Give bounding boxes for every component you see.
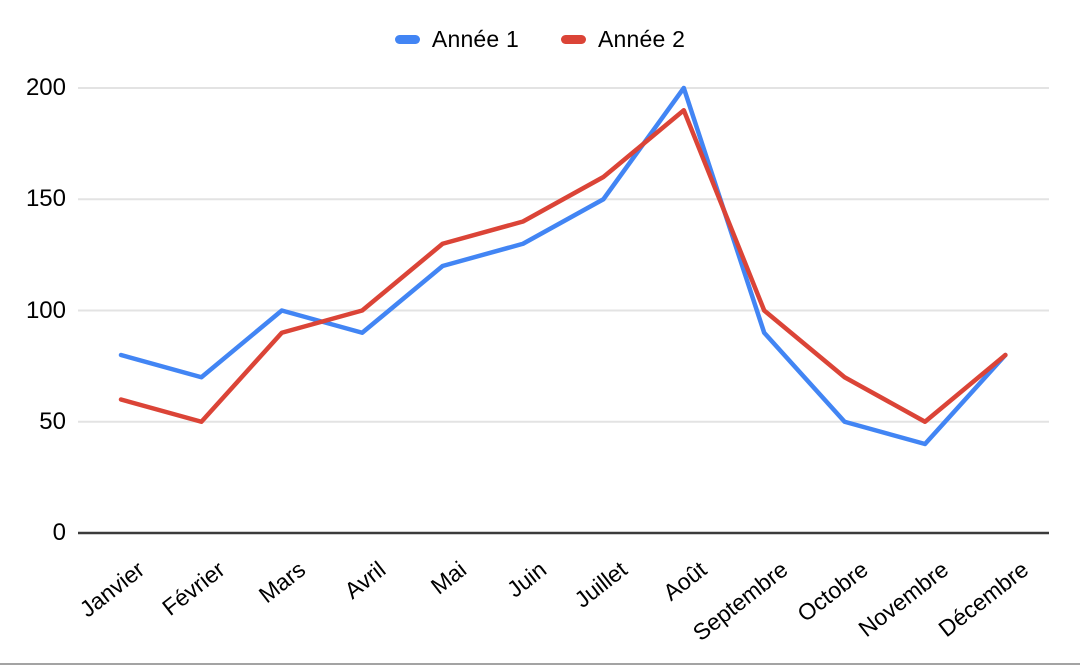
legend-swatch-icon bbox=[561, 35, 586, 44]
legend-item-annee-2: Année 2 bbox=[561, 26, 685, 53]
legend-label-annee-2: Année 2 bbox=[598, 26, 686, 52]
legend-swatch-icon bbox=[394, 35, 420, 44]
chart-legend: Année 1 Année 2 bbox=[0, 26, 1080, 53]
y-axis-tick-label: 50 bbox=[39, 407, 66, 435]
series-line-1 bbox=[118, 85, 1008, 447]
y-axis-tick-label: 150 bbox=[25, 185, 66, 213]
y-axis-tick-label: 0 bbox=[52, 519, 66, 546]
y-axis-tick-label: 100 bbox=[25, 296, 66, 324]
series-line-2 bbox=[118, 108, 1008, 424]
legend-label-annee-1: Année 1 bbox=[431, 26, 519, 52]
y-axis-tick-label: 200 bbox=[25, 74, 66, 101]
legend-item-annee-1: Année 1 bbox=[394, 26, 519, 53]
window-bottom-border bbox=[0, 663, 1080, 665]
